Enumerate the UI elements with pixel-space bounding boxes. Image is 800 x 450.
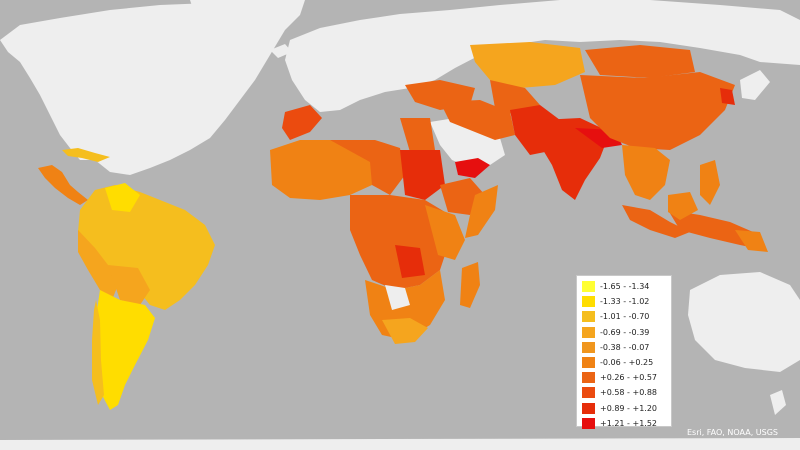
region-indonesia-east [668, 210, 765, 250]
region-east-africa [425, 205, 465, 260]
legend-item: +0.26 - +0.57 [582, 370, 666, 385]
map-attribution: Esri, FAO, NOAA, USGS [686, 428, 778, 437]
region-morocco [282, 105, 322, 140]
region-madagascar [460, 262, 480, 308]
region-caribbean [62, 148, 110, 162]
region-venezuela [105, 183, 140, 212]
legend-item: -0.38 - -0.07 [582, 340, 666, 355]
legend-swatch [582, 402, 595, 414]
region-borneo [668, 192, 698, 220]
legend-label: +1.21 - +1.52 [600, 418, 658, 428]
legend-item: -1.65 - -1.34 [582, 279, 666, 294]
region-mongolia [585, 45, 695, 78]
region-central-asia-stans [490, 80, 540, 115]
region-egypt-north [400, 118, 435, 152]
map-legend: -1.65 - -1.34 -1.33 - -1.02 -1.01 - -0.70 -… [576, 275, 672, 429]
legend-label: -0.38 - -0.07 [600, 342, 650, 352]
region-indonesia-west [622, 205, 690, 238]
legend-label: +0.58 - +0.88 [600, 388, 658, 398]
legend-label: -1.65 - -1.34 [600, 282, 650, 292]
region-south-america-north [78, 185, 215, 310]
legend-item: +0.58 - +0.88 [582, 385, 666, 400]
region-iraq-iran [440, 100, 515, 140]
legend-swatch [582, 281, 595, 293]
legend-swatch [582, 326, 595, 338]
region-philippines [700, 160, 720, 205]
legend-swatch [582, 372, 595, 384]
legend-swatch [582, 341, 595, 353]
legend-item: +0.89 - +1.20 [582, 401, 666, 416]
legend-item: -0.69 - -0.39 [582, 325, 666, 340]
legend-swatch [582, 417, 595, 429]
region-south-africa [382, 318, 428, 344]
region-kazakhstan [470, 42, 585, 88]
region-congo-dark [395, 245, 425, 278]
legend-swatch [582, 357, 595, 369]
legend-swatch [582, 387, 595, 399]
region-sudan [400, 150, 445, 200]
region-china [580, 72, 735, 150]
region-andes [78, 230, 118, 300]
data-countries [38, 42, 768, 410]
region-namibia-botswana-nodata [385, 285, 410, 310]
region-central-america [38, 165, 88, 205]
region-papua [735, 230, 768, 252]
legend-label: -0.06 - +0.25 [600, 358, 654, 368]
legend-label: -0.69 - -0.39 [600, 327, 650, 337]
legend-label: -1.01 - -0.70 [600, 312, 650, 322]
region-indochina [622, 145, 670, 200]
region-central-africa [350, 195, 450, 290]
legend-label: -1.33 - -1.02 [600, 297, 650, 307]
region-yemen [455, 158, 490, 178]
legend-swatch [582, 296, 595, 308]
region-korea [720, 88, 735, 105]
legend-item: -1.01 - -0.70 [582, 309, 666, 324]
legend-swatch [582, 311, 595, 323]
legend-item: -1.33 - -1.02 [582, 294, 666, 309]
legend-label: +0.26 - +0.57 [600, 373, 658, 383]
region-somalia [465, 185, 498, 238]
region-paraguay-bolivia [108, 265, 150, 305]
legend-item: -0.06 - +0.25 [582, 355, 666, 370]
legend-item: +1.21 - +1.52 [582, 416, 666, 431]
region-west-africa [270, 140, 375, 200]
region-chile-south [92, 300, 104, 405]
region-argentina-chile [97, 290, 155, 410]
legend-label: +0.89 - +1.20 [600, 403, 658, 413]
region-sahel [330, 140, 405, 195]
